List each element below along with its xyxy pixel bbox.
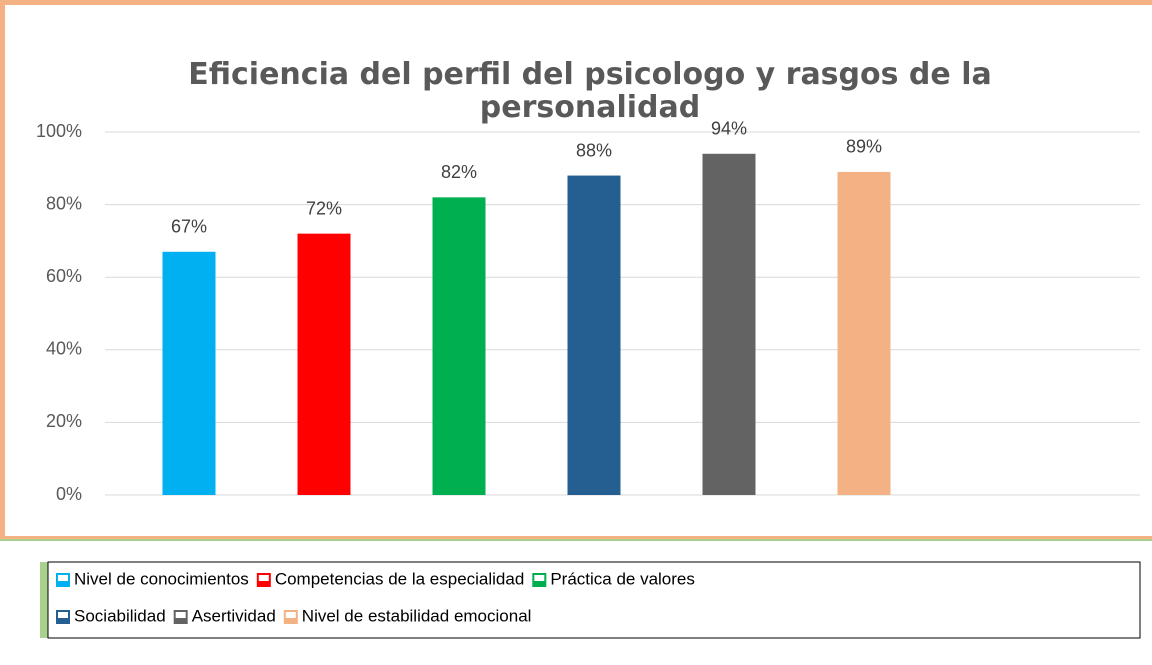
- legend-label: Asertividad: [192, 606, 276, 625]
- bar: [568, 176, 621, 495]
- y-tick-label: 20%: [46, 411, 82, 431]
- bar: [163, 252, 216, 495]
- bar: [703, 154, 756, 495]
- legend-swatch-inner: [58, 575, 68, 581]
- y-tick-label: 100%: [36, 121, 82, 141]
- bar: [433, 197, 486, 495]
- data-label: 72%: [306, 198, 342, 218]
- data-label: 82%: [441, 162, 477, 182]
- data-label: 89%: [846, 137, 882, 157]
- legend-strip: [40, 562, 48, 638]
- legend-label: Nivel de conocimientos: [74, 569, 249, 588]
- y-tick-label: 60%: [46, 266, 82, 286]
- legend-swatch-inner: [176, 612, 186, 618]
- y-tick-label: 40%: [46, 339, 82, 359]
- legend-label: Práctica de valores: [550, 569, 695, 588]
- legend-swatch-inner: [286, 612, 296, 618]
- legend-swatch-inner: [259, 575, 269, 581]
- legend-swatch-inner: [534, 575, 544, 581]
- bar: [298, 234, 351, 495]
- legend-label: Nivel de estabilidad emocional: [302, 606, 532, 625]
- y-tick-label: 80%: [46, 193, 82, 213]
- y-tick-label: 0%: [56, 484, 82, 504]
- data-label: 94%: [711, 119, 747, 139]
- bar: [838, 172, 891, 495]
- data-label: 67%: [171, 217, 207, 237]
- legend-swatch-inner: [58, 612, 68, 618]
- data-label: 88%: [576, 140, 612, 160]
- legend-label: Competencias de la especialidad: [275, 569, 525, 588]
- legend-label: Sociabilidad: [74, 606, 166, 625]
